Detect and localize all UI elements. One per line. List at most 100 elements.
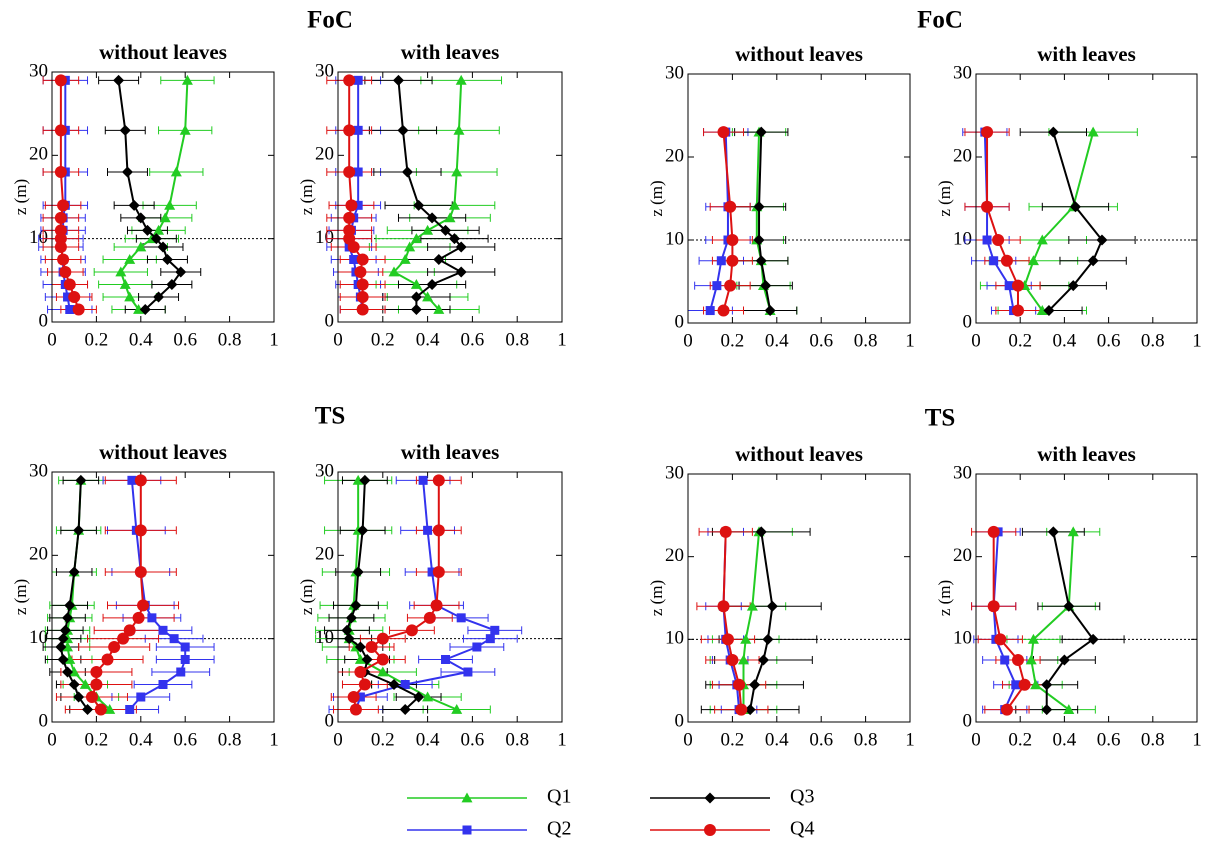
data-point: [410, 233, 422, 244]
plot-frame: [975, 73, 1198, 324]
x-tick-label: 0.4: [416, 729, 440, 750]
data-point: [59, 624, 71, 636]
data-point: [347, 241, 360, 253]
y-tick-label: 20: [29, 544, 48, 565]
data-point: [716, 256, 726, 266]
panel-title: with leaves: [1037, 442, 1136, 466]
data-point: [63, 278, 76, 291]
data-point: [376, 653, 389, 666]
plot-frame: [687, 73, 911, 324]
y-tick-label: 0: [325, 710, 335, 731]
data-point: [404, 241, 416, 252]
data-point: [94, 703, 107, 716]
data-point: [766, 600, 778, 612]
data-point: [413, 691, 425, 703]
data-point: [127, 475, 137, 485]
y-tick-label: 20: [315, 144, 334, 165]
y-axis-label: z (m): [297, 579, 316, 615]
data-point: [139, 304, 151, 315]
data-point: [485, 634, 495, 644]
data-point: [54, 74, 67, 87]
x-tick-label: 0: [683, 729, 693, 750]
data-point: [179, 124, 191, 135]
data-point: [72, 303, 85, 316]
series-line: [354, 480, 497, 710]
data-point: [755, 526, 767, 538]
x-tick-label: 0.8: [505, 729, 529, 750]
x-tick-label: 0.6: [461, 729, 485, 750]
y-tick-label: 0: [675, 710, 685, 731]
y-tick-label: 10: [953, 228, 972, 249]
data-point: [123, 624, 136, 637]
data-point: [57, 253, 70, 266]
data-point: [353, 75, 363, 85]
data-point: [1011, 654, 1024, 666]
data-point: [135, 212, 147, 224]
data-point: [418, 475, 428, 485]
data-point: [455, 74, 467, 85]
data-point: [1069, 201, 1081, 213]
data-point: [64, 599, 76, 611]
data-point: [75, 474, 87, 486]
group-title: FoC: [307, 7, 353, 34]
data-point: [724, 200, 737, 213]
data-point: [1027, 255, 1039, 266]
y-tick-label: 30: [665, 462, 684, 483]
data-point: [987, 600, 1000, 613]
legend-marker: [461, 792, 473, 803]
x-tick-label: 1: [269, 729, 279, 750]
data-point: [150, 233, 162, 245]
x-tick-label: 0.6: [173, 729, 197, 750]
x-tick-label: 0.4: [1053, 330, 1077, 351]
data-point: [441, 655, 451, 664]
y-tick-label: 0: [963, 311, 973, 332]
x-tick-label: 1: [269, 329, 279, 350]
y-tick-label: 20: [953, 545, 972, 566]
y-axis-label: z (m): [297, 179, 316, 215]
data-point: [410, 291, 422, 303]
data-point: [989, 256, 999, 266]
data-point: [753, 201, 765, 213]
y-tick-label: 0: [325, 310, 335, 331]
plot-frame: [51, 71, 275, 323]
data-point: [749, 679, 761, 691]
series-line: [397, 80, 464, 310]
data-point: [376, 632, 389, 645]
x-tick-label: 1: [557, 729, 567, 750]
data-point: [433, 304, 445, 314]
data-point: [448, 233, 460, 245]
data-point: [721, 633, 734, 646]
x-tick-label: 0: [971, 729, 981, 750]
x-tick-label: 0.4: [765, 729, 789, 750]
data-point: [357, 524, 369, 536]
y-tick-label: 0: [39, 310, 49, 331]
data-point: [356, 278, 369, 291]
data-point: [354, 666, 367, 678]
y-axis-label: z (m): [647, 180, 666, 216]
data-point: [1041, 679, 1053, 691]
data-point: [158, 625, 168, 635]
panel-title: with leaves: [1037, 42, 1136, 66]
x-tick-label: 0.2: [721, 729, 745, 750]
data-point: [57, 633, 69, 645]
data-point: [345, 199, 358, 212]
y-tick-label: 10: [953, 628, 972, 649]
data-point: [68, 679, 80, 690]
x-tick-label: 0.4: [1053, 729, 1077, 750]
data-point: [410, 304, 422, 315]
data-point: [170, 166, 182, 177]
data-point: [755, 255, 767, 267]
data-point: [117, 632, 130, 645]
data-point: [430, 599, 443, 612]
data-point: [1011, 680, 1021, 690]
x-tick-label: 0.8: [854, 729, 878, 750]
y-axis-label: z (m): [935, 580, 954, 616]
x-tick-label: 0.6: [461, 329, 485, 350]
data-point: [735, 703, 748, 716]
data-point: [166, 279, 178, 290]
data-point: [448, 199, 460, 210]
x-tick-label: 0.6: [1097, 729, 1121, 750]
data-point: [426, 212, 438, 224]
x-tick-label: 0.6: [1097, 330, 1121, 351]
data-point: [134, 524, 147, 537]
